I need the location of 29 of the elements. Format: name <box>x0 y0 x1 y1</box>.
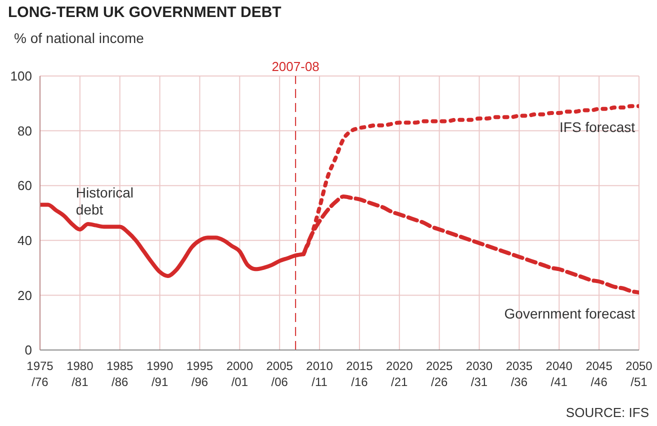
series-label: Historical debt <box>76 184 134 218</box>
x-tick-label: 1995/96 <box>186 359 214 389</box>
y-tick-label: 0 <box>24 342 32 358</box>
x-tick-label: 1985/86 <box>106 359 134 389</box>
x-tick-label: 1975/76 <box>26 359 54 389</box>
chart-title: LONG-TERM UK GOVERNMENT DEBT <box>8 4 282 21</box>
y-tick-label: 40 <box>18 233 32 248</box>
source-note: SOURCE: IFS <box>566 405 649 420</box>
x-tick-label: 2035/36 <box>506 359 533 389</box>
x-tick-label: 2005/06 <box>266 359 294 389</box>
x-tick-label: 2007-08 <box>272 59 320 74</box>
y-tick-label: 100 <box>10 68 32 84</box>
series-label: Government forecast <box>504 305 636 322</box>
x-tick-label: 2015/16 <box>346 359 374 389</box>
x-tick-label: 2040/41 <box>546 359 573 389</box>
x-tick-label: 2010/11 <box>306 359 334 389</box>
x-tick-label: 2025/26 <box>426 359 454 389</box>
y-tick-label: 20 <box>18 288 32 303</box>
x-tick-label: 1980/81 <box>66 359 94 389</box>
x-tick-label: 2030/31 <box>466 359 493 389</box>
y-tick-label: 60 <box>18 178 32 194</box>
x-tick-label: 1990/91 <box>146 359 174 389</box>
x-tick-label: 2050/51 <box>626 359 653 389</box>
x-tick-label: 2020/21 <box>386 359 414 389</box>
x-tick-label: 2000/01 <box>226 359 254 389</box>
y-axis-title: % of national income <box>14 30 144 46</box>
series-label: IFS forecast <box>560 119 636 136</box>
x-tick-label: 2045/46 <box>586 359 613 389</box>
y-tick-label: 80 <box>18 123 32 138</box>
